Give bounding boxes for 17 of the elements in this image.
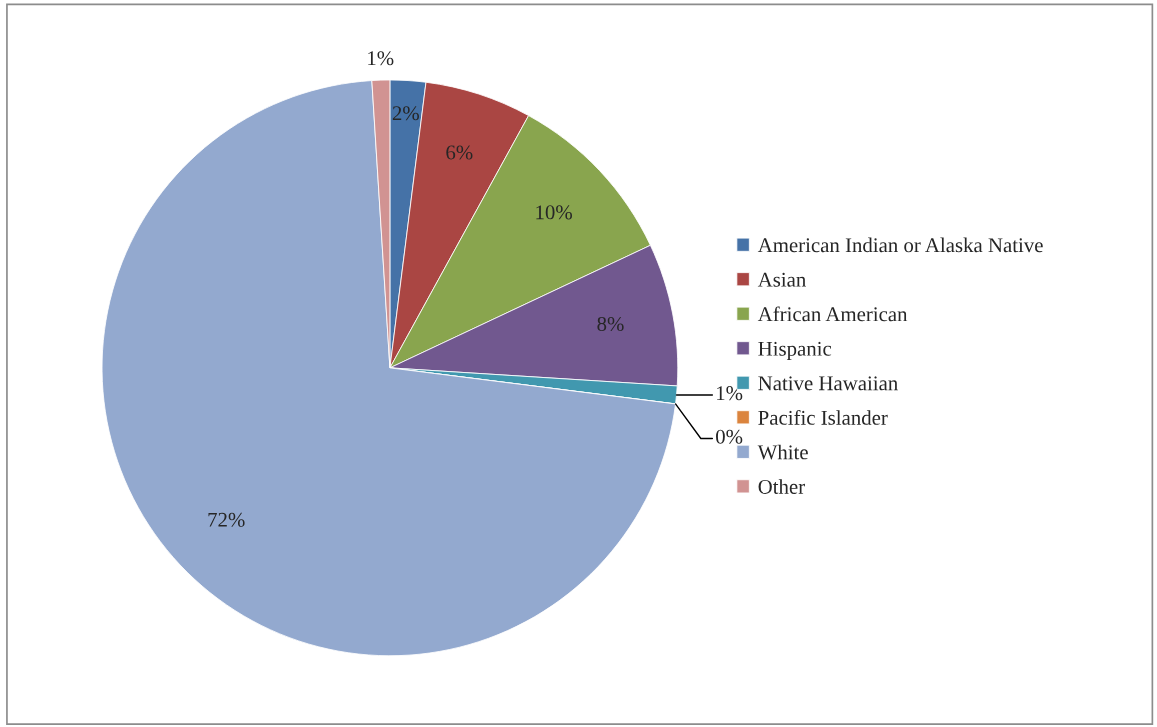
legend-label: Other [758,479,805,494]
legend-label: Pacific Islander [758,409,888,425]
pie-slice [101,80,676,657]
data-label: 2% [392,106,419,121]
legend-label: White [757,444,808,460]
legend-label: Hispanic [758,341,832,361]
text: 0% [716,429,743,444]
data-label: 6% [446,145,473,160]
data-label: 1% [717,386,743,401]
legend-label: Native Hawaiian [758,376,898,391]
data-label: 10% [536,205,572,220]
data-label: 8% [597,316,624,332]
legend-label: American Indian or Alaska Native [757,237,1043,253]
data-label: 72% [208,512,245,527]
legend-label: African American [757,306,908,322]
legend-label: Asian [757,272,806,287]
data-label: 1% [368,51,394,66]
